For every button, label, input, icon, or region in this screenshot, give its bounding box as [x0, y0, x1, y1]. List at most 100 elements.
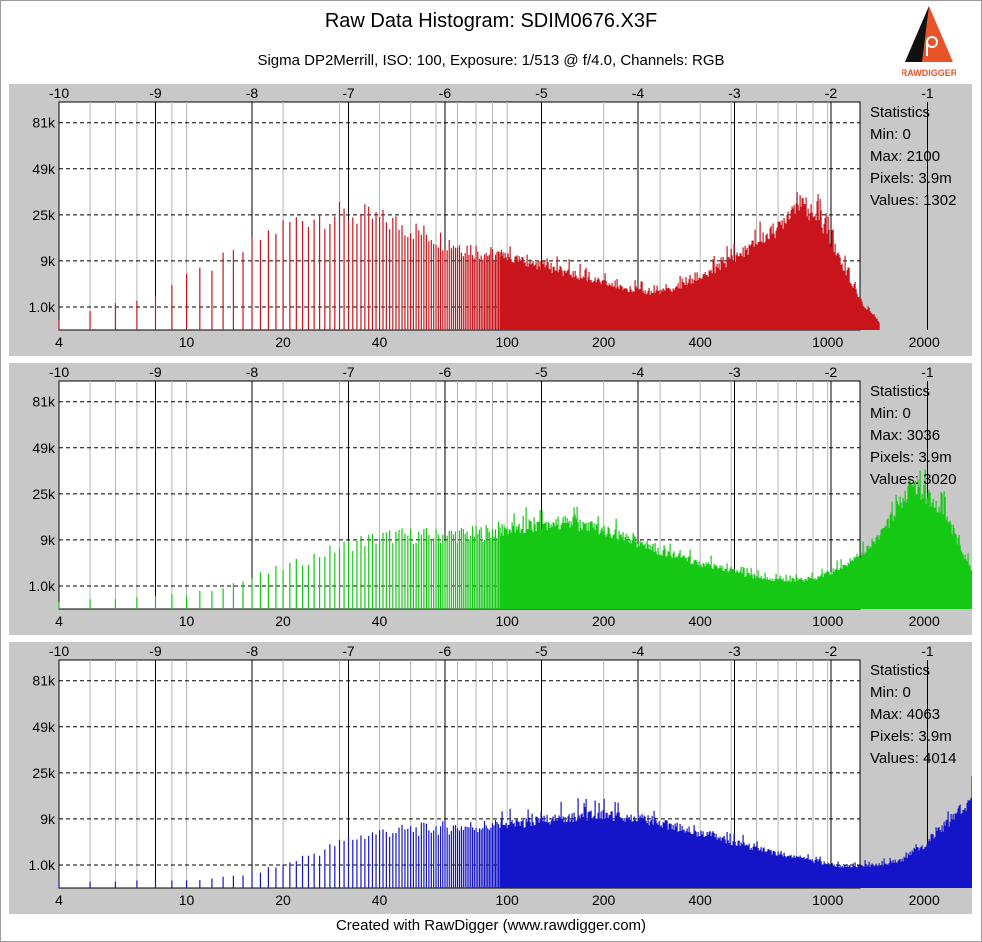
histogram-bar [839, 257, 841, 330]
histogram-bar [786, 856, 788, 888]
histogram-bar [585, 798, 587, 888]
histogram-bar [932, 834, 934, 888]
histogram-bar [827, 571, 829, 609]
histogram-bar [639, 288, 641, 330]
histogram-bar [592, 817, 594, 888]
histogram-bar [522, 515, 524, 609]
histogram-bar [513, 823, 515, 888]
histogram-bar [525, 818, 527, 888]
histogram-bar [584, 269, 586, 330]
histogram-bar [620, 817, 622, 888]
histogram-bar [750, 244, 752, 330]
histogram-bar [825, 213, 827, 330]
histogram-bar [545, 821, 547, 888]
x-tick-label: 10 [179, 334, 195, 350]
histogram-bar [522, 257, 524, 330]
histogram-bar [775, 573, 777, 609]
histogram-bar [672, 824, 674, 888]
histogram-bar [625, 288, 627, 330]
histogram-bar [901, 508, 903, 609]
histogram-bar [593, 281, 595, 330]
histogram-bar [875, 318, 877, 330]
histogram-bar [857, 297, 859, 330]
histogram-bar [647, 290, 649, 330]
histogram-bar [692, 833, 694, 888]
histogram-bar [733, 243, 735, 330]
histogram-bar [741, 844, 743, 888]
histogram-bar [663, 289, 665, 330]
histogram-bar [582, 816, 584, 888]
histogram-bar [742, 247, 744, 330]
histogram-bar [662, 550, 664, 609]
histogram-bar [835, 255, 837, 330]
histogram-bar [863, 554, 865, 609]
x-tick-label: 4 [55, 892, 63, 908]
histogram-bar [883, 858, 885, 888]
histogram-bar [785, 223, 787, 330]
histogram-bar [538, 521, 540, 609]
histogram-bar [575, 518, 577, 609]
histogram-bar [550, 820, 552, 888]
histogram-bar [570, 819, 572, 888]
histogram-bar [642, 544, 644, 609]
histogram-bar [793, 855, 795, 888]
histogram-bar [829, 574, 831, 609]
histogram-chart-red: 81k49k25k9k1.0k-10-9-8-7-6-5-4-3-2-1EV01… [29, 85, 940, 350]
histogram-bar [968, 565, 970, 609]
histogram-bar [849, 866, 851, 888]
histogram-bar [955, 813, 957, 888]
histogram-bar [548, 822, 550, 888]
histogram-bar [934, 836, 936, 888]
histogram-bar [948, 826, 950, 888]
histogram-bar [813, 578, 815, 609]
histogram-bar [554, 270, 556, 330]
histogram-bar [600, 529, 602, 609]
histogram-bar [580, 528, 582, 609]
histogram-bar [594, 800, 596, 888]
histogram-bar [625, 533, 627, 609]
stats-heading: Statistics [870, 104, 931, 121]
histogram-bar [569, 527, 571, 609]
histogram-bar [876, 535, 878, 609]
histogram-bar [747, 572, 749, 609]
histogram-bar [590, 279, 592, 330]
histogram-bar [520, 529, 522, 609]
histogram-bar [781, 580, 783, 609]
histogram-bar [850, 283, 852, 330]
x-tick-label: 10 [179, 892, 195, 908]
histogram-bar [639, 815, 641, 888]
y-tick-label: 25k [32, 486, 56, 502]
histogram-bar [878, 539, 880, 609]
histogram-bar [862, 305, 864, 330]
histogram-bar [581, 530, 583, 609]
histogram-bar [736, 569, 738, 609]
histogram-bar [855, 866, 857, 888]
histogram-bar [710, 555, 712, 609]
histogram-bar [565, 821, 567, 888]
histogram-bar [528, 519, 530, 609]
histogram-bar [772, 851, 774, 888]
histogram-bar [726, 832, 728, 888]
histogram-bar [724, 262, 726, 330]
histogram-bar [583, 802, 585, 888]
histogram-bar [586, 281, 588, 330]
histogram-bar [729, 833, 731, 888]
x-tick-label: 40 [372, 613, 388, 629]
histogram-bar [573, 277, 575, 330]
histogram-bar [947, 521, 949, 609]
histogram-bar [606, 533, 608, 609]
histogram-bar [958, 534, 960, 609]
histogram-bar [683, 282, 685, 330]
histogram-bar [856, 293, 858, 330]
histogram-bar [969, 800, 971, 888]
histogram-bar [731, 569, 733, 609]
histogram-bar [560, 801, 562, 888]
histogram-bar [855, 289, 857, 330]
histogram-bar [712, 259, 714, 330]
histogram-bar [636, 288, 638, 330]
histogram-bar [619, 284, 621, 330]
histogram-bar [844, 865, 846, 888]
histogram-bar [847, 267, 849, 330]
histogram-bar [964, 808, 966, 888]
histogram-bar [888, 528, 890, 609]
